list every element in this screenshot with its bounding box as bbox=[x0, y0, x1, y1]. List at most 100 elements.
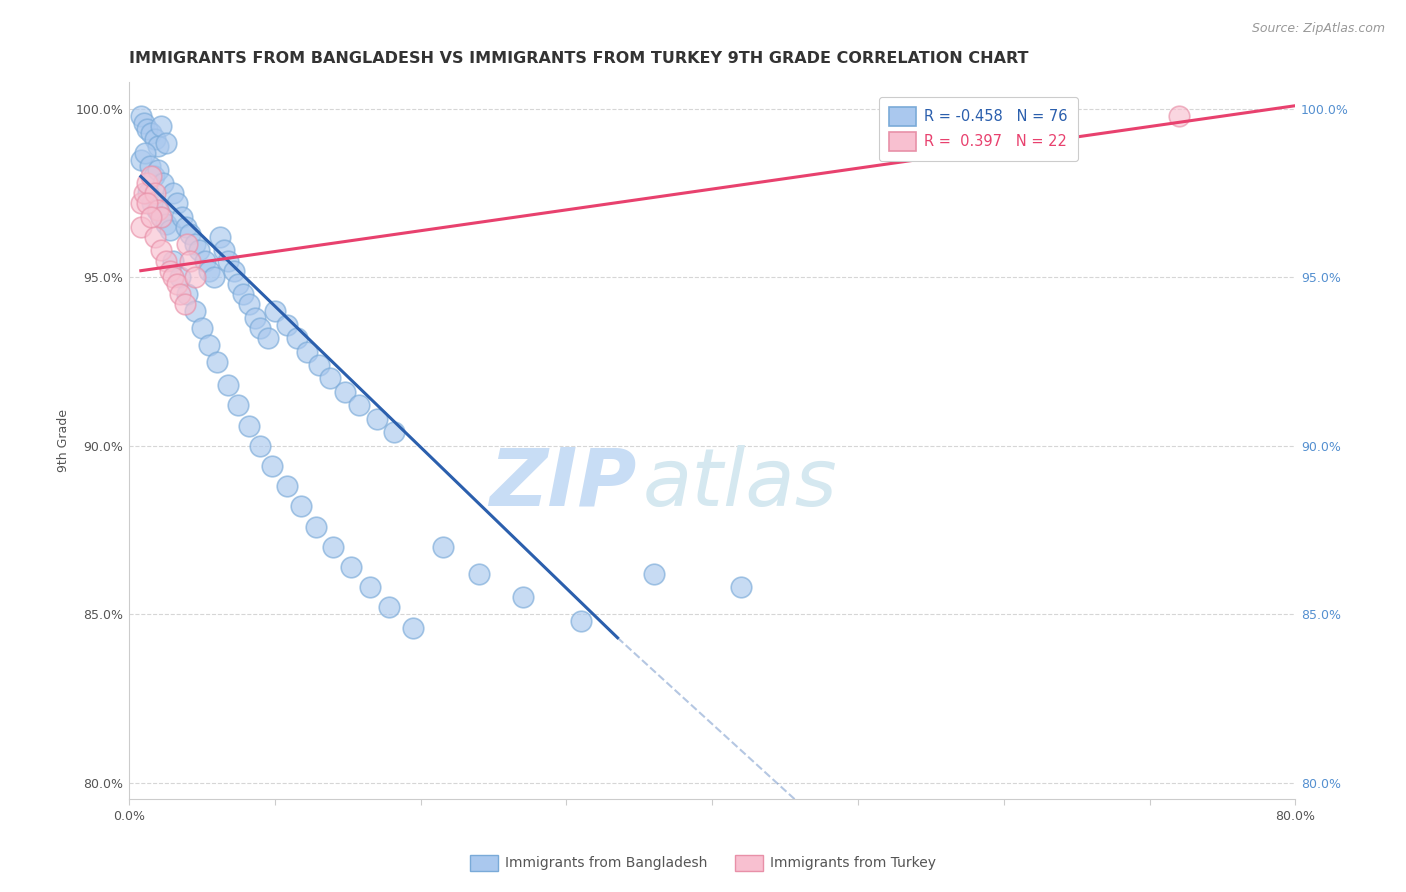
Point bbox=[339, 560, 361, 574]
Point bbox=[432, 540, 454, 554]
Point bbox=[208, 230, 231, 244]
Point bbox=[146, 203, 169, 218]
Point bbox=[224, 263, 246, 277]
Point bbox=[166, 277, 188, 292]
Point bbox=[319, 371, 342, 385]
Point bbox=[169, 270, 191, 285]
Text: Source: ZipAtlas.com: Source: ZipAtlas.com bbox=[1251, 22, 1385, 36]
Point bbox=[129, 196, 152, 211]
Point bbox=[184, 304, 207, 318]
Point bbox=[184, 270, 207, 285]
Point bbox=[138, 159, 160, 173]
Point bbox=[145, 132, 167, 146]
Point bbox=[159, 263, 181, 277]
Point bbox=[402, 621, 425, 635]
Point bbox=[188, 244, 211, 258]
Point bbox=[145, 230, 167, 244]
Point bbox=[349, 398, 371, 412]
Point bbox=[290, 500, 312, 514]
Point bbox=[256, 331, 278, 345]
Point bbox=[145, 186, 167, 201]
Point bbox=[170, 210, 193, 224]
Point bbox=[148, 162, 170, 177]
Point bbox=[264, 304, 287, 318]
Point bbox=[333, 384, 356, 399]
Point bbox=[135, 122, 157, 136]
Point bbox=[249, 439, 271, 453]
Point bbox=[217, 378, 239, 392]
Point bbox=[150, 244, 173, 258]
Point bbox=[139, 126, 162, 140]
Point bbox=[366, 412, 388, 426]
Point bbox=[202, 270, 225, 285]
Point bbox=[184, 236, 207, 251]
Point bbox=[142, 169, 165, 184]
Point bbox=[139, 169, 162, 184]
Point bbox=[132, 115, 155, 129]
Point bbox=[198, 263, 221, 277]
Point bbox=[228, 398, 250, 412]
Text: atlas: atlas bbox=[643, 445, 837, 523]
Point bbox=[305, 519, 328, 533]
Point bbox=[194, 253, 217, 268]
Point bbox=[191, 321, 214, 335]
Point bbox=[198, 338, 221, 352]
Point bbox=[512, 591, 534, 605]
Point bbox=[384, 425, 406, 440]
Point bbox=[129, 219, 152, 234]
Point bbox=[150, 210, 173, 224]
Point bbox=[276, 318, 298, 332]
Point bbox=[295, 344, 318, 359]
Point bbox=[135, 196, 157, 211]
Point bbox=[1167, 109, 1189, 123]
Point bbox=[132, 186, 155, 201]
Point bbox=[152, 176, 174, 190]
Point bbox=[176, 236, 198, 251]
Point bbox=[260, 458, 283, 473]
Point bbox=[730, 580, 752, 594]
Y-axis label: 9th Grade: 9th Grade bbox=[58, 409, 70, 472]
Point bbox=[322, 540, 344, 554]
Point bbox=[166, 196, 188, 211]
Point bbox=[173, 297, 195, 311]
Point bbox=[136, 186, 159, 201]
Point bbox=[162, 253, 184, 268]
Point bbox=[141, 196, 163, 211]
Point bbox=[159, 223, 181, 237]
Point bbox=[238, 297, 260, 311]
Point bbox=[150, 210, 173, 224]
Point bbox=[155, 253, 177, 268]
Point bbox=[359, 580, 381, 594]
Point bbox=[643, 566, 665, 581]
Point bbox=[569, 614, 592, 628]
Point bbox=[232, 287, 254, 301]
Point bbox=[285, 331, 308, 345]
Point bbox=[150, 119, 173, 133]
Point bbox=[148, 139, 170, 153]
Point bbox=[308, 358, 330, 372]
Point bbox=[139, 210, 162, 224]
Point bbox=[155, 217, 177, 231]
Legend: Immigrants from Bangladesh, Immigrants from Turkey: Immigrants from Bangladesh, Immigrants f… bbox=[464, 849, 942, 876]
Point bbox=[135, 176, 157, 190]
Point bbox=[179, 253, 201, 268]
Point bbox=[228, 277, 250, 292]
Point bbox=[148, 203, 170, 218]
Legend: R = -0.458   N = 76, R =  0.397   N = 22: R = -0.458 N = 76, R = 0.397 N = 22 bbox=[879, 96, 1078, 161]
Point bbox=[205, 354, 228, 368]
Point bbox=[249, 321, 271, 335]
Point bbox=[276, 479, 298, 493]
Point bbox=[162, 270, 184, 285]
Point bbox=[174, 219, 197, 234]
Point bbox=[179, 227, 201, 241]
Point bbox=[217, 253, 239, 268]
Point bbox=[176, 287, 198, 301]
Point bbox=[162, 186, 184, 201]
Point bbox=[129, 153, 152, 167]
Point bbox=[243, 310, 266, 325]
Point bbox=[212, 244, 235, 258]
Point bbox=[169, 287, 191, 301]
Point bbox=[129, 109, 152, 123]
Text: IMMIGRANTS FROM BANGLADESH VS IMMIGRANTS FROM TURKEY 9TH GRADE CORRELATION CHART: IMMIGRANTS FROM BANGLADESH VS IMMIGRANTS… bbox=[129, 51, 1029, 66]
Point bbox=[468, 566, 491, 581]
